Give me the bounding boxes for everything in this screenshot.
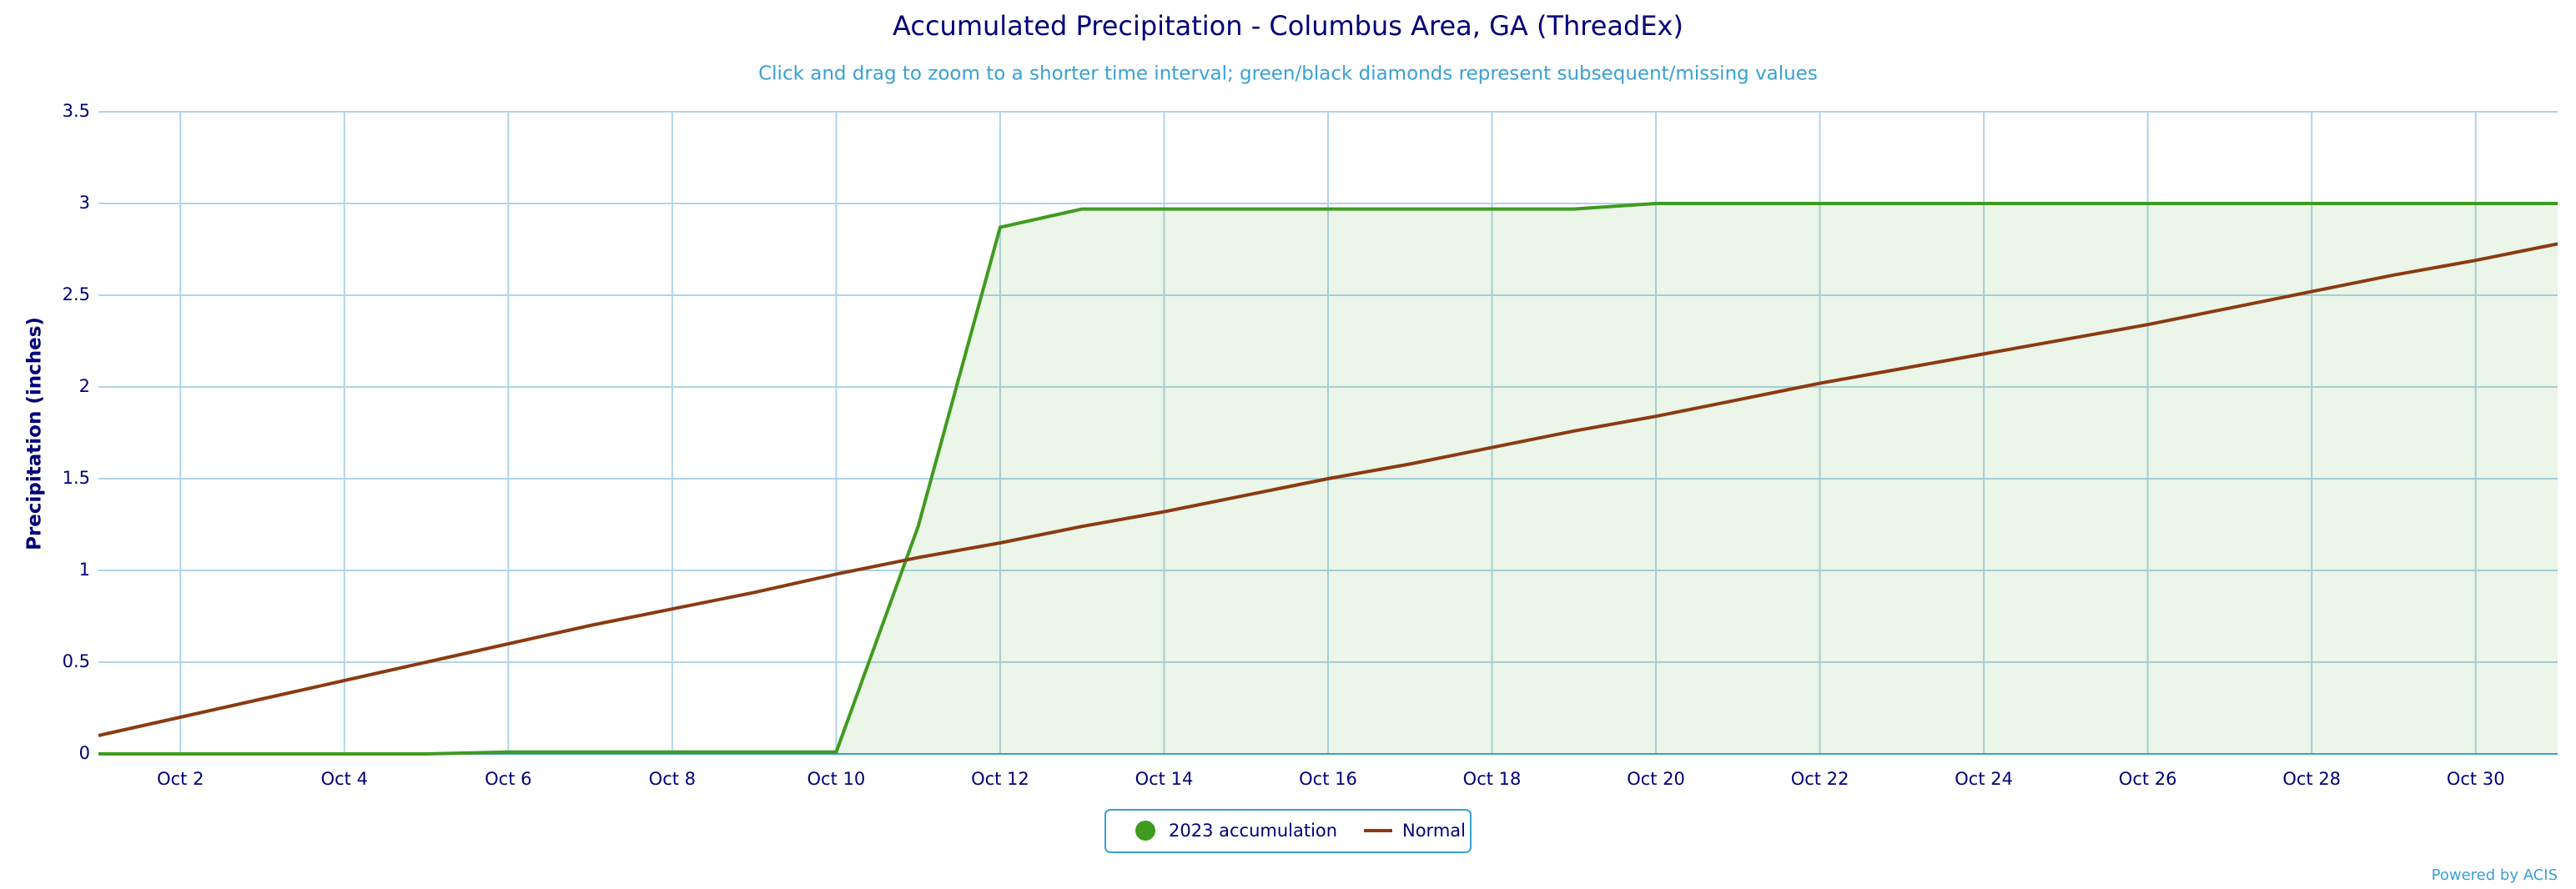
- y-tick-label: 3: [79, 193, 90, 213]
- x-tick-label: Oct 28: [2282, 769, 2341, 789]
- x-tick-label: Oct 6: [485, 769, 531, 789]
- legend-box: [1104, 809, 1472, 853]
- credit: Powered by ACIS: [2432, 866, 2558, 884]
- x-tick-label: Oct 14: [1135, 769, 1194, 789]
- y-tick-label: 2.5: [63, 284, 90, 304]
- legend-symbol: [1135, 821, 1155, 841]
- series-line: [98, 202, 2558, 756]
- y-tick-label: 1: [79, 560, 90, 580]
- y-tick-label: 3.5: [63, 101, 90, 121]
- y-tick-label: 0: [79, 743, 90, 763]
- y-tick-label: 1.5: [63, 468, 90, 488]
- x-tick-label: Oct 18: [1463, 769, 1522, 789]
- x-tick-label: Oct 8: [649, 769, 696, 789]
- chart-subtitle: Click and drag to zoom to a shorter time…: [758, 63, 1818, 85]
- y-tick-label: 0.5: [63, 651, 90, 671]
- x-tick-label: Oct 16: [1299, 769, 1357, 789]
- x-tick-label: Oct 12: [971, 769, 1029, 789]
- y-axis-label: Precipitation (inches): [24, 317, 46, 550]
- x-tick-label: Oct 4: [321, 769, 368, 789]
- x-tick-label: Oct 22: [1791, 769, 1849, 789]
- y-tick-label: 2: [79, 376, 90, 396]
- x-tick-label: Oct 24: [1955, 769, 2013, 789]
- x-tick-label: Oct 26: [2119, 769, 2177, 789]
- legend-label[interactable]: Normal: [1402, 821, 1466, 841]
- x-tick-label: Oct 2: [157, 769, 204, 789]
- chart-title: Accumulated Precipitation - Columbus Are…: [893, 10, 1683, 42]
- series-line: [98, 242, 2558, 737]
- x-tick-label: Oct 20: [1627, 769, 1685, 789]
- x-tick-label: Oct 10: [808, 769, 866, 789]
- x-tick-label: Oct 30: [2447, 769, 2505, 789]
- legend-label[interactable]: 2023 accumulation: [1169, 821, 1337, 841]
